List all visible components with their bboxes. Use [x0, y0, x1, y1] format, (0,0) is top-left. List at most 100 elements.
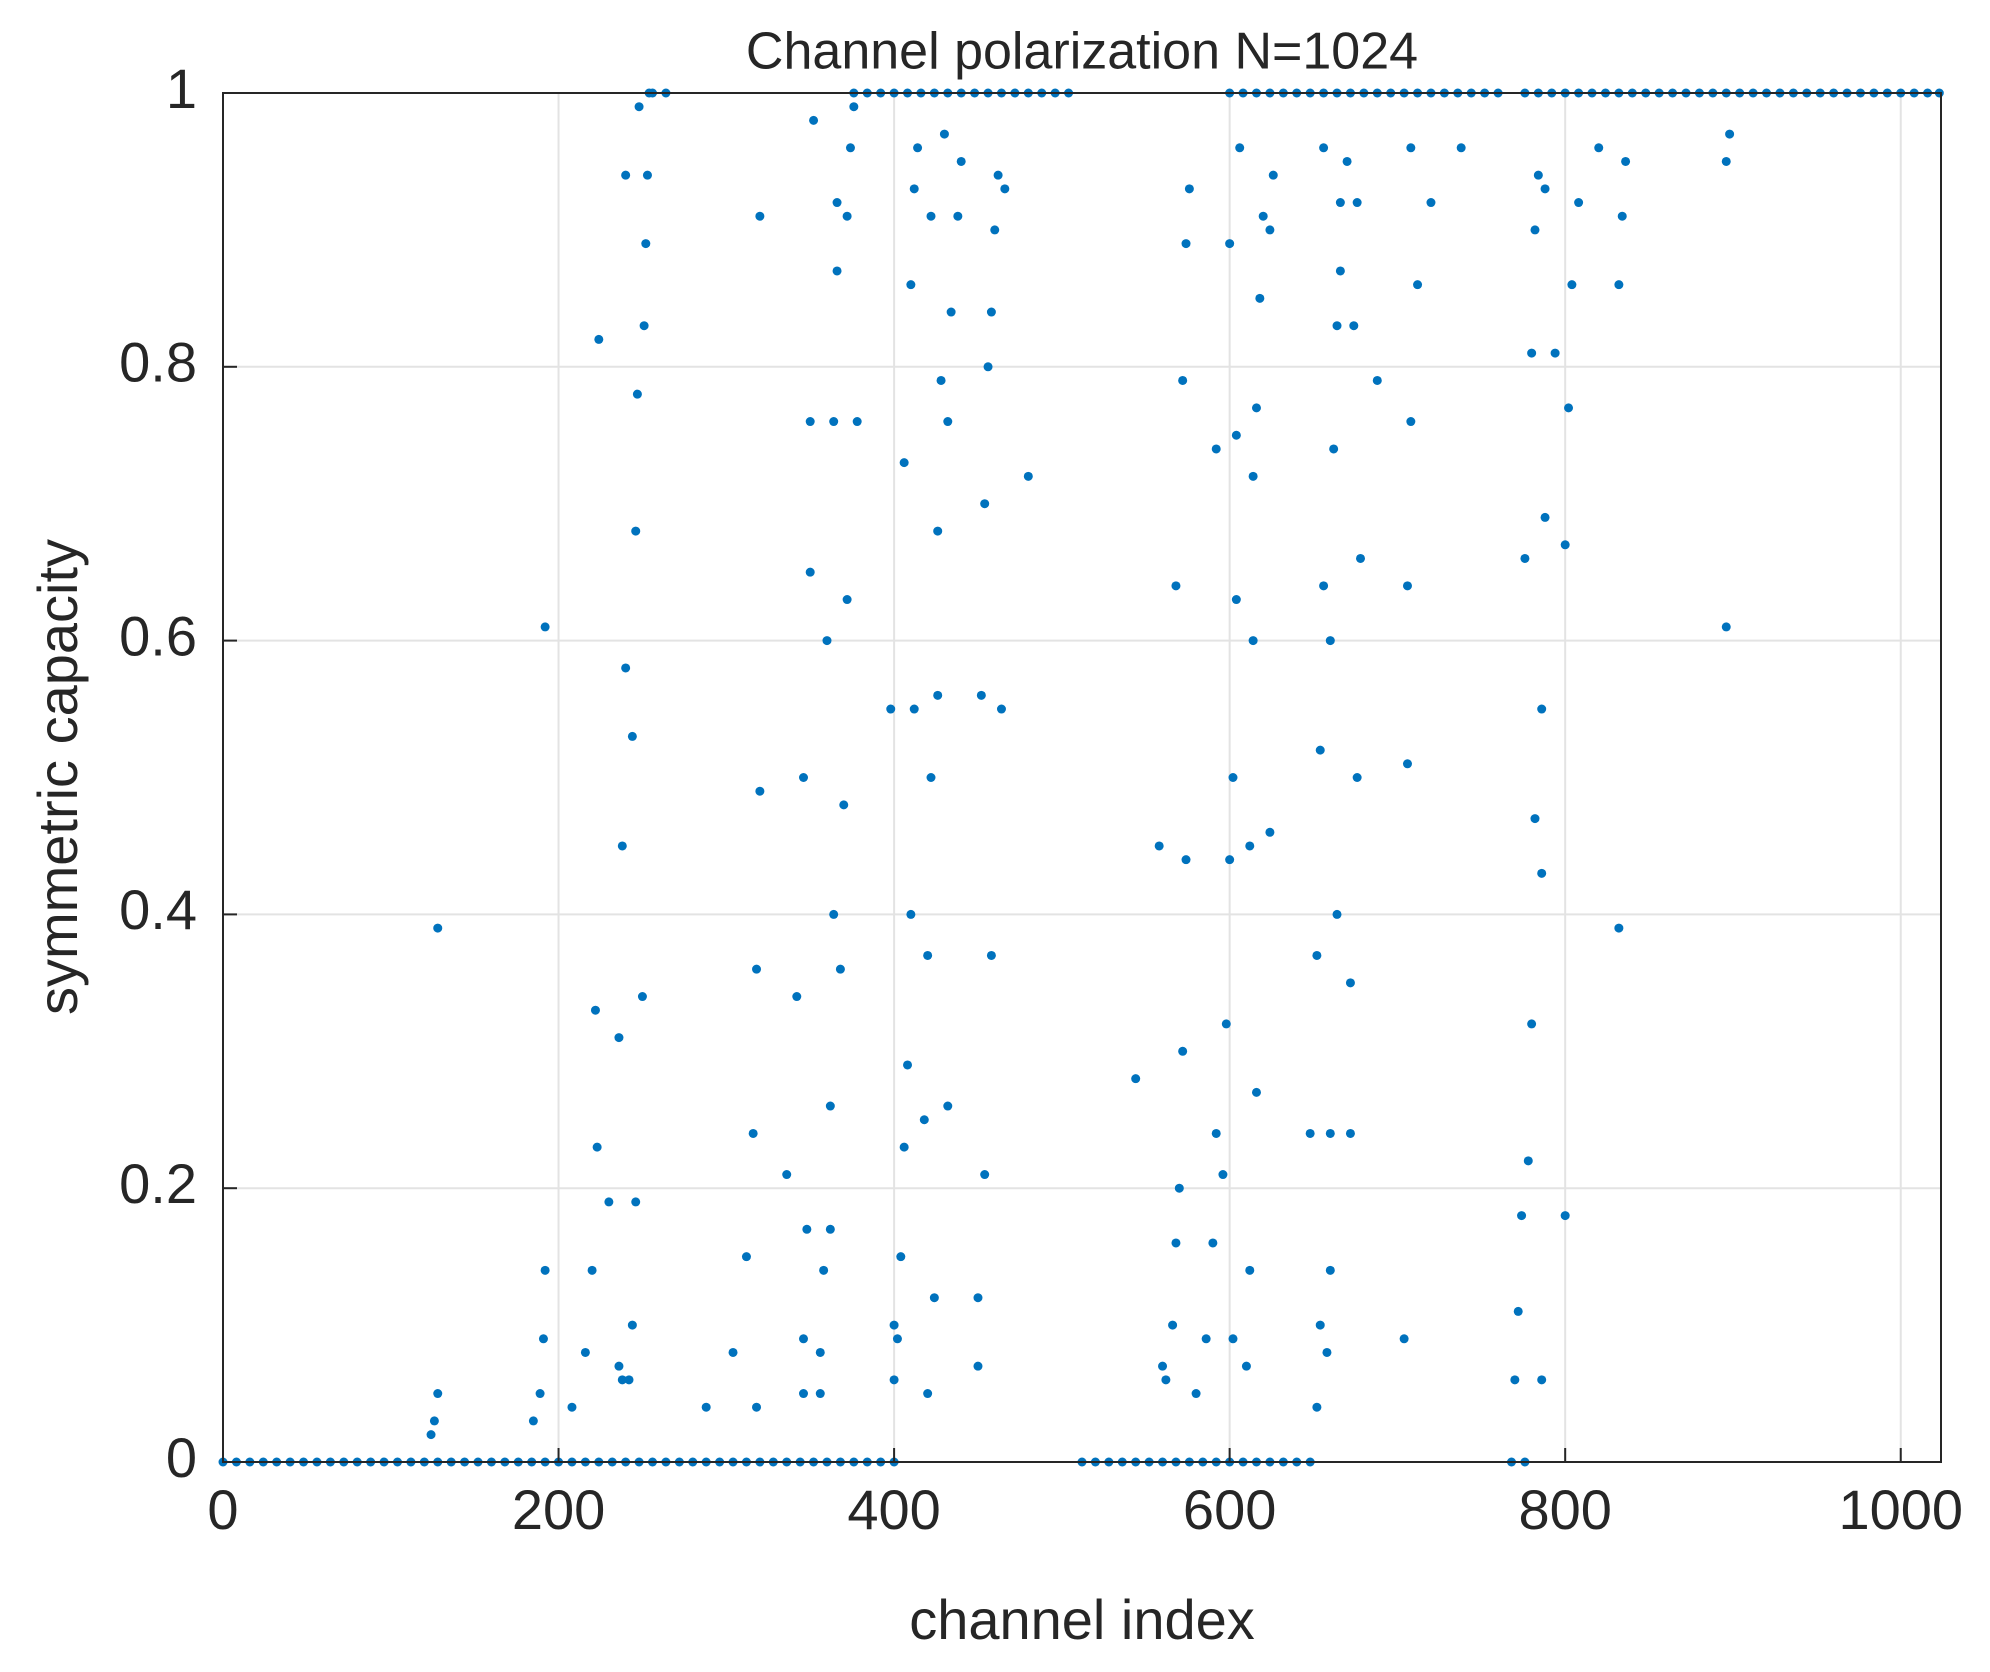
point [617, 1375, 627, 1385]
point [980, 1170, 990, 1180]
point [1171, 581, 1181, 591]
point [956, 156, 966, 166]
point [1248, 636, 1258, 646]
point [1456, 143, 1466, 153]
chart-title: Channel polarization N=1024 [746, 23, 1418, 81]
points [218, 88, 1944, 1467]
point [1178, 1046, 1188, 1056]
point [594, 334, 604, 344]
point [825, 1101, 835, 1111]
point [913, 143, 923, 153]
point [1208, 1238, 1218, 1248]
point [535, 1389, 545, 1399]
point [892, 1334, 902, 1344]
point [903, 1060, 913, 1070]
point [1181, 239, 1191, 249]
point [926, 773, 936, 782]
point [540, 1265, 550, 1275]
point [604, 1197, 614, 1207]
point [621, 663, 631, 673]
point [1312, 950, 1322, 960]
point [1315, 745, 1325, 755]
point [1721, 622, 1731, 632]
x-tick-label: 1000 [1838, 1478, 1963, 1541]
point [983, 362, 993, 372]
point [1268, 170, 1278, 180]
point [1245, 1265, 1255, 1275]
y-tick-label: 1 [166, 57, 197, 120]
point [1241, 1361, 1251, 1371]
point [1191, 1389, 1201, 1399]
point [1228, 1334, 1238, 1344]
point [1221, 1019, 1231, 1029]
x-tick-label: 200 [512, 1478, 605, 1541]
point [819, 1265, 829, 1275]
point [1725, 129, 1735, 139]
grid [222, 92, 1941, 1463]
point [829, 417, 839, 427]
point [1251, 1087, 1261, 1097]
point [842, 595, 852, 605]
point [1510, 1375, 1520, 1385]
point [590, 1005, 600, 1015]
point [1513, 1306, 1523, 1316]
point [1168, 1320, 1178, 1330]
point [1533, 170, 1543, 180]
point [1564, 403, 1574, 413]
point [1231, 430, 1241, 440]
point [641, 239, 651, 249]
point [592, 1142, 602, 1152]
point [627, 1320, 637, 1330]
point [852, 417, 862, 427]
point [1161, 1375, 1171, 1385]
point [896, 1252, 906, 1262]
point [1402, 581, 1412, 591]
point [637, 992, 647, 1002]
point [433, 923, 443, 933]
point [1225, 855, 1235, 865]
point [426, 1430, 436, 1440]
point [1560, 1211, 1570, 1221]
point [792, 992, 802, 1002]
point [1530, 814, 1540, 824]
point [1349, 321, 1359, 331]
point [815, 1389, 825, 1399]
point [782, 1170, 792, 1180]
point [632, 389, 642, 399]
point [906, 909, 916, 919]
point [621, 170, 631, 180]
point [433, 1389, 443, 1399]
point [752, 964, 762, 974]
point [1537, 1375, 1547, 1385]
point [1319, 581, 1329, 591]
point [538, 1334, 548, 1344]
point [631, 526, 641, 536]
point [1131, 1074, 1141, 1084]
point [1342, 156, 1352, 166]
point [993, 170, 1003, 180]
point [1721, 156, 1731, 166]
point [1000, 184, 1010, 194]
point [1345, 978, 1355, 988]
point [798, 1389, 808, 1399]
point [845, 143, 855, 153]
point [1406, 143, 1416, 153]
point [1621, 156, 1631, 166]
point [825, 1224, 835, 1234]
point [1567, 280, 1577, 290]
point [815, 1347, 825, 1357]
point [617, 841, 627, 851]
point [1399, 1334, 1409, 1344]
point [973, 1361, 983, 1371]
point [1520, 553, 1530, 563]
point [639, 321, 649, 331]
point [1319, 143, 1329, 153]
point [1540, 184, 1550, 194]
point [701, 1402, 711, 1412]
point [752, 1402, 762, 1412]
point [580, 1347, 590, 1357]
point [909, 704, 919, 714]
point [755, 786, 765, 796]
point [829, 909, 839, 919]
